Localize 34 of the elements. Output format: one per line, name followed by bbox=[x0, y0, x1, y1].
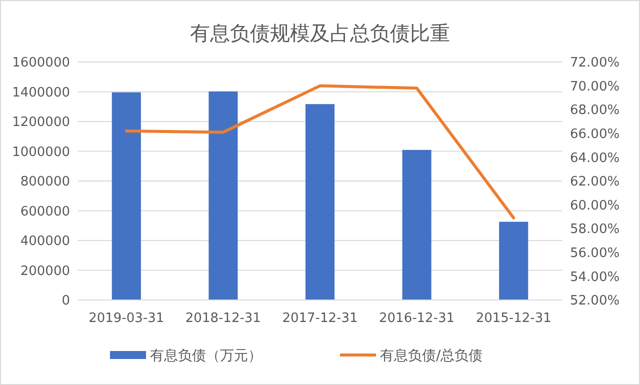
chart-title: 有息负债规模及占总负债比重 bbox=[190, 21, 450, 45]
y-tick-label: 600000 bbox=[20, 204, 70, 220]
y2-tick-label: 70.00% bbox=[570, 79, 620, 94]
y-tick-label: 1600000 bbox=[12, 56, 70, 71]
y2-tick-label: 58.00% bbox=[570, 222, 620, 238]
x-tick-label: 2019-03-31 bbox=[88, 311, 164, 326]
y2-tick-label: 62.00% bbox=[570, 174, 620, 190]
y-tick-label: 1200000 bbox=[12, 115, 70, 130]
y2-tick-label: 56.00% bbox=[570, 246, 620, 261]
y-tick-label: 0 bbox=[62, 294, 70, 309]
bar bbox=[112, 92, 141, 300]
y-tick-label: 1400000 bbox=[12, 85, 70, 100]
bar bbox=[402, 150, 432, 300]
x-tick-label: 2015-12-31 bbox=[476, 311, 552, 326]
legend-label: 有息负债/总负债 bbox=[380, 348, 483, 364]
x-tick-label: 2016-12-31 bbox=[379, 311, 455, 326]
y2-tick-label: 60.00% bbox=[570, 198, 620, 214]
y-tick-label: 200000 bbox=[20, 264, 70, 279]
y2-tick-label: 54.00% bbox=[570, 270, 620, 285]
bar bbox=[305, 104, 335, 300]
y-tick-label: 800000 bbox=[20, 174, 70, 190]
y2-tick-label: 52.00% bbox=[570, 294, 620, 309]
x-tick-label: 2017-12-31 bbox=[282, 311, 358, 326]
y2-tick-label: 68.00% bbox=[570, 103, 620, 118]
y2-tick-label: 66.00% bbox=[570, 126, 620, 142]
y2-tick-label: 72.00% bbox=[570, 56, 620, 71]
line-series bbox=[124, 84, 516, 220]
y-tick-label: 400000 bbox=[20, 234, 70, 250]
bar bbox=[208, 91, 238, 300]
bar bbox=[499, 222, 528, 300]
y-tick-label: 1000000 bbox=[12, 144, 70, 160]
x-tick-label: 2018-12-31 bbox=[185, 311, 261, 326]
y2-tick-label: 64.00% bbox=[570, 150, 620, 166]
legend-label: 有息负债（万元） bbox=[150, 348, 262, 364]
